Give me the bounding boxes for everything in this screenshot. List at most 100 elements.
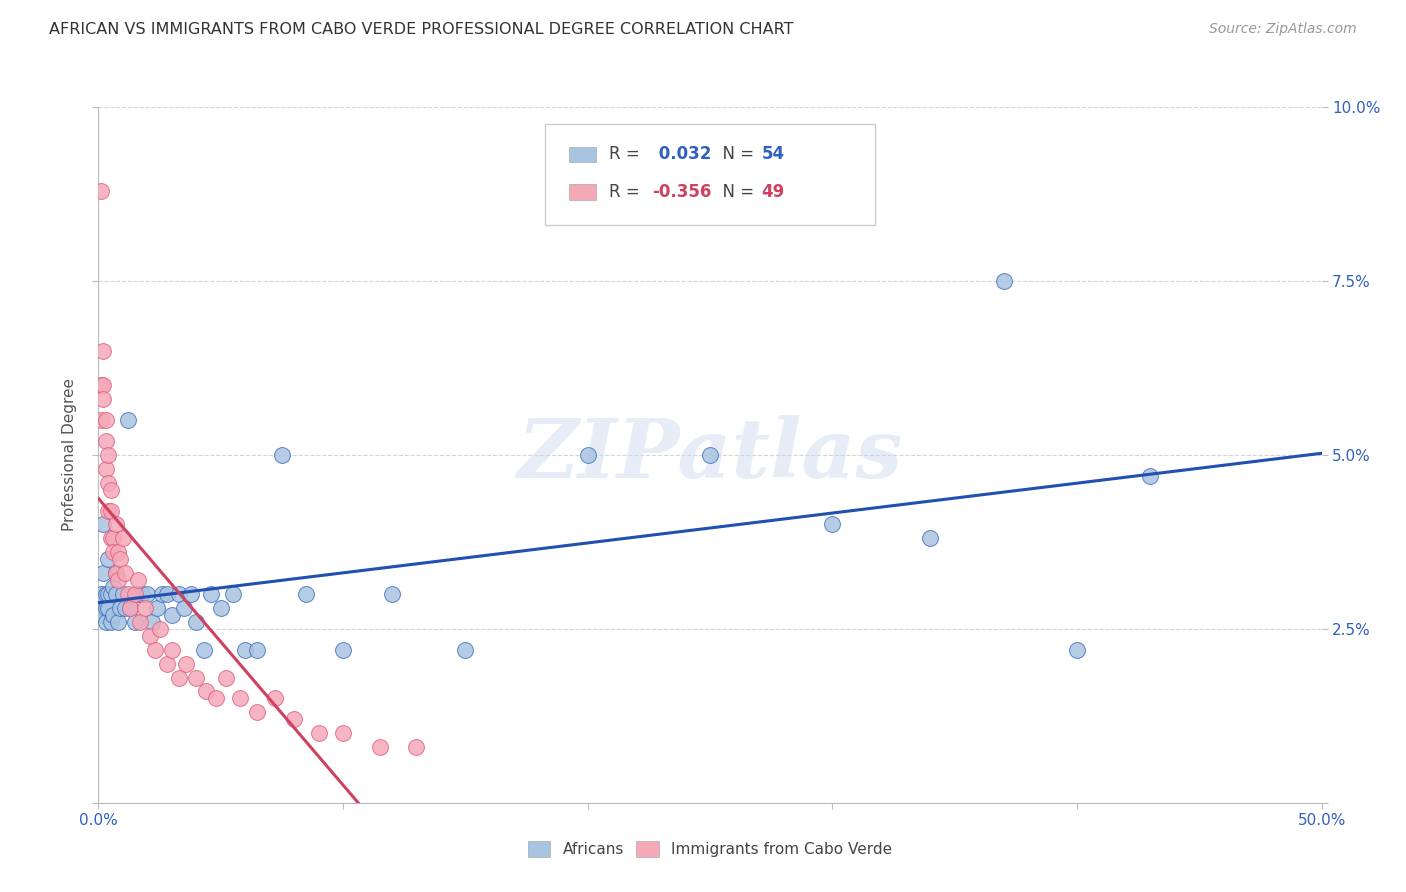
- Point: [222, 587, 245, 601]
- Point: [90, 378, 112, 392]
- Text: Source: ZipAtlas.com: Source: ZipAtlas.com: [1209, 22, 1357, 37]
- Point: [405, 740, 427, 755]
- Point: [100, 615, 122, 629]
- Point: [173, 601, 195, 615]
- Text: R =: R =: [609, 145, 644, 163]
- Point: [129, 615, 152, 629]
- Point: [94, 615, 117, 629]
- Point: [100, 587, 122, 601]
- Point: [993, 274, 1015, 288]
- Point: [100, 483, 122, 497]
- Point: [381, 587, 404, 601]
- Point: [233, 642, 256, 657]
- Point: [246, 642, 269, 657]
- Point: [127, 587, 149, 601]
- Point: [120, 601, 142, 615]
- Point: [180, 587, 202, 601]
- Point: [283, 712, 305, 726]
- Point: [94, 434, 117, 448]
- Point: [143, 642, 166, 657]
- Point: [146, 601, 169, 615]
- Point: [117, 587, 139, 601]
- Point: [120, 601, 142, 615]
- Point: [114, 566, 136, 581]
- Point: [104, 587, 127, 601]
- Point: [91, 378, 114, 392]
- Point: [214, 671, 236, 685]
- Point: [127, 573, 149, 587]
- FancyBboxPatch shape: [569, 185, 596, 200]
- Point: [131, 587, 153, 601]
- Point: [97, 475, 120, 490]
- Point: [193, 642, 215, 657]
- Point: [167, 671, 190, 685]
- Point: [91, 517, 114, 532]
- Point: [101, 545, 124, 559]
- Point: [160, 607, 183, 622]
- Point: [229, 691, 252, 706]
- Point: [100, 503, 122, 517]
- Point: [104, 566, 127, 581]
- Point: [104, 517, 127, 532]
- Point: [91, 343, 114, 358]
- Legend: Africans, Immigrants from Cabo Verde: Africans, Immigrants from Cabo Verde: [520, 833, 900, 864]
- Point: [454, 642, 477, 657]
- Text: -0.356: -0.356: [652, 183, 711, 201]
- Point: [97, 552, 120, 566]
- Point: [176, 657, 198, 671]
- Point: [150, 587, 173, 601]
- Point: [94, 601, 117, 615]
- Point: [97, 587, 120, 601]
- Point: [104, 566, 127, 581]
- Point: [699, 448, 721, 462]
- Point: [1139, 468, 1161, 483]
- Point: [920, 532, 942, 546]
- Point: [136, 587, 159, 601]
- Point: [110, 601, 132, 615]
- Point: [160, 642, 183, 657]
- Point: [195, 684, 218, 698]
- Text: AFRICAN VS IMMIGRANTS FROM CABO VERDE PROFESSIONAL DEGREE CORRELATION CHART: AFRICAN VS IMMIGRANTS FROM CABO VERDE PR…: [49, 22, 794, 37]
- Point: [107, 573, 129, 587]
- Point: [205, 691, 228, 706]
- Point: [101, 532, 124, 546]
- Point: [124, 615, 146, 629]
- Point: [97, 503, 120, 517]
- Point: [101, 580, 124, 594]
- Point: [111, 587, 134, 601]
- Point: [186, 615, 208, 629]
- Text: ZIPatlas: ZIPatlas: [517, 415, 903, 495]
- Point: [97, 601, 120, 615]
- Text: R =: R =: [609, 183, 644, 201]
- Text: N =: N =: [713, 145, 759, 163]
- Y-axis label: Professional Degree: Professional Degree: [62, 378, 77, 532]
- Point: [332, 642, 354, 657]
- Point: [246, 706, 269, 720]
- Point: [200, 587, 222, 601]
- Point: [94, 462, 117, 476]
- Point: [167, 587, 190, 601]
- Text: 54: 54: [762, 145, 785, 163]
- Point: [94, 413, 117, 427]
- Point: [91, 566, 114, 581]
- Point: [110, 552, 132, 566]
- Point: [94, 587, 117, 601]
- FancyBboxPatch shape: [546, 124, 875, 226]
- Point: [91, 607, 114, 622]
- Point: [117, 413, 139, 427]
- Point: [1066, 642, 1088, 657]
- Text: 0.032: 0.032: [652, 145, 711, 163]
- Point: [141, 615, 163, 629]
- FancyBboxPatch shape: [569, 146, 596, 162]
- Point: [295, 587, 318, 601]
- Point: [270, 448, 294, 462]
- Point: [97, 448, 120, 462]
- Point: [576, 448, 599, 462]
- Text: 49: 49: [762, 183, 785, 201]
- Point: [139, 629, 162, 643]
- Point: [100, 532, 122, 546]
- Point: [90, 413, 112, 427]
- Point: [107, 545, 129, 559]
- Point: [90, 601, 112, 615]
- Point: [156, 657, 179, 671]
